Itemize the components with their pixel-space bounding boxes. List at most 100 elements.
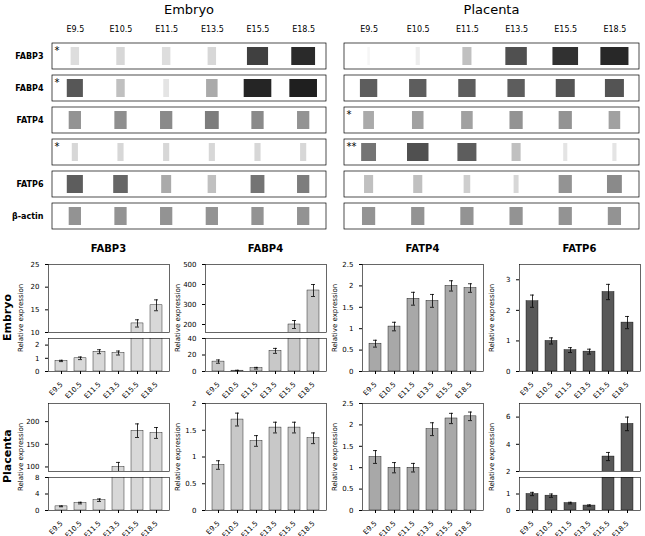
svg-text:E18.5: E18.5	[454, 520, 474, 536]
svg-text:β-actin: β-actin	[12, 212, 44, 221]
svg-text:*: *	[55, 141, 60, 152]
svg-text:0: 0	[192, 507, 196, 515]
svg-text:400: 400	[183, 281, 196, 289]
svg-text:E13.5: E13.5	[573, 381, 593, 401]
svg-text:E9.5: E9.5	[519, 381, 536, 398]
svg-text:E11.5: E11.5	[240, 520, 260, 536]
svg-text:E10.5: E10.5	[378, 520, 398, 536]
svg-text:E10.5: E10.5	[535, 520, 555, 536]
svg-text:1: 1	[506, 490, 510, 498]
svg-text:*: *	[347, 109, 352, 120]
svg-text:2.5: 2.5	[342, 261, 353, 269]
svg-text:1: 1	[35, 355, 39, 363]
svg-text:E11.5: E11.5	[554, 520, 574, 536]
svg-text:E15.5: E15.5	[278, 381, 298, 401]
svg-text:E9.5: E9.5	[205, 381, 222, 398]
svg-text:E18.5: E18.5	[297, 381, 317, 401]
svg-text:E18.5: E18.5	[603, 25, 626, 34]
svg-text:200: 200	[26, 418, 39, 426]
svg-text:6: 6	[506, 413, 511, 421]
svg-text:E10.5: E10.5	[407, 25, 430, 34]
svg-text:1: 1	[349, 325, 353, 333]
svg-text:0.5: 0.5	[342, 485, 353, 493]
svg-text:0.5: 0.5	[185, 480, 196, 488]
svg-text:E11.5: E11.5	[397, 520, 417, 536]
svg-text:150: 150	[26, 441, 39, 449]
svg-text:E13.5: E13.5	[102, 381, 122, 401]
svg-text:E13.5: E13.5	[201, 25, 224, 34]
svg-text:E10.5: E10.5	[221, 520, 241, 536]
svg-text:E10.5: E10.5	[378, 381, 398, 401]
svg-text:E15.5: E15.5	[554, 25, 577, 34]
svg-text:1: 1	[349, 464, 353, 472]
svg-text:E10.5: E10.5	[110, 25, 133, 34]
svg-text:0.5: 0.5	[342, 346, 353, 354]
svg-text:FATP6: FATP6	[16, 180, 43, 189]
svg-text:E11.5: E11.5	[456, 25, 479, 34]
svg-text:20: 20	[31, 283, 40, 291]
svg-text:*: *	[55, 77, 60, 88]
svg-text:E13.5: E13.5	[416, 520, 436, 536]
svg-text:0: 0	[506, 507, 510, 515]
svg-text:E18.5: E18.5	[611, 381, 631, 401]
svg-text:E13.5: E13.5	[259, 381, 279, 401]
svg-text:FABP4: FABP4	[15, 84, 44, 93]
svg-text:E13.5: E13.5	[573, 520, 593, 536]
svg-text:15: 15	[31, 306, 40, 314]
svg-text:E13.5: E13.5	[102, 520, 122, 536]
svg-text:1.5: 1.5	[342, 304, 353, 312]
svg-text:E18.5: E18.5	[292, 25, 315, 34]
svg-text:2: 2	[192, 400, 196, 408]
svg-text:0: 0	[35, 368, 39, 376]
svg-text:E9.5: E9.5	[519, 520, 536, 536]
svg-text:FATP4: FATP4	[16, 116, 43, 125]
svg-text:E11.5: E11.5	[155, 25, 178, 34]
svg-text:E9.5: E9.5	[48, 520, 65, 536]
svg-text:**: **	[347, 141, 357, 152]
svg-text:2: 2	[506, 307, 510, 315]
svg-text:2: 2	[506, 468, 510, 476]
svg-text:E18.5: E18.5	[611, 520, 631, 536]
svg-text:E11.5: E11.5	[554, 381, 574, 401]
svg-text:2: 2	[349, 421, 353, 429]
svg-text:E9.5: E9.5	[48, 381, 65, 398]
svg-text:E15.5: E15.5	[592, 381, 612, 401]
svg-text:E18.5: E18.5	[297, 520, 317, 536]
svg-text:E18.5: E18.5	[454, 381, 474, 401]
svg-text:0: 0	[192, 368, 196, 376]
svg-text:E11.5: E11.5	[83, 381, 103, 401]
svg-text:8: 8	[35, 474, 39, 482]
svg-text:E15.5: E15.5	[121, 381, 141, 401]
svg-text:E10.5: E10.5	[64, 381, 84, 401]
svg-text:4: 4	[506, 441, 511, 449]
svg-text:500: 500	[183, 261, 196, 269]
svg-text:200: 200	[183, 321, 196, 329]
svg-text:1.5: 1.5	[342, 443, 353, 451]
svg-text:E13.5: E13.5	[505, 25, 528, 34]
svg-text:40: 40	[188, 335, 197, 343]
svg-text:1: 1	[506, 337, 510, 345]
svg-text:E10.5: E10.5	[535, 381, 555, 401]
svg-text:4: 4	[35, 490, 40, 498]
svg-text:E18.5: E18.5	[140, 520, 160, 536]
svg-text:*: *	[55, 45, 60, 56]
svg-text:E15.5: E15.5	[435, 381, 455, 401]
svg-text:1: 1	[192, 453, 196, 461]
svg-text:E13.5: E13.5	[416, 381, 436, 401]
svg-text:E13.5: E13.5	[259, 520, 279, 536]
svg-text:E9.5: E9.5	[362, 520, 379, 536]
svg-text:2: 2	[349, 282, 353, 290]
svg-text:100: 100	[26, 463, 39, 471]
svg-text:E15.5: E15.5	[278, 520, 298, 536]
svg-text:E18.5: E18.5	[140, 381, 160, 401]
svg-text:2: 2	[35, 341, 39, 349]
svg-text:0: 0	[349, 507, 353, 515]
svg-text:E9.5: E9.5	[66, 25, 84, 34]
svg-text:20: 20	[188, 351, 197, 359]
svg-text:FABP3: FABP3	[15, 52, 43, 61]
svg-text:E15.5: E15.5	[435, 520, 455, 536]
svg-text:E9.5: E9.5	[362, 381, 379, 398]
svg-text:E11.5: E11.5	[240, 381, 260, 401]
svg-text:25: 25	[31, 261, 40, 269]
svg-text:E11.5: E11.5	[83, 520, 103, 536]
